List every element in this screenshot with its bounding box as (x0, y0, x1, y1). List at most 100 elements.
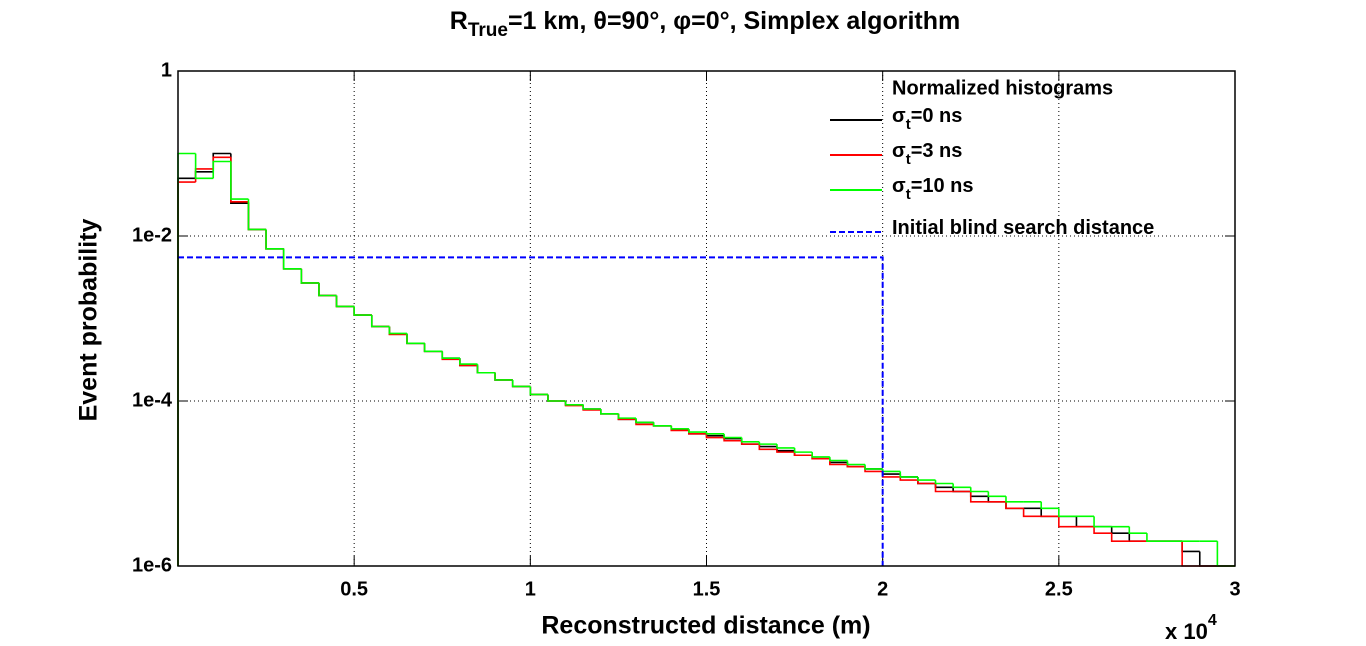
histogram-step (969, 491, 989, 503)
histogram-step (1058, 516, 1077, 528)
histogram-step (1110, 533, 1130, 542)
y-tick-label: 1 (161, 59, 172, 81)
x-tick-label: 1.5 (693, 578, 721, 600)
y-tick-label: 1e-2 (132, 224, 172, 246)
histogram-step (793, 447, 813, 453)
histogram-step (441, 351, 460, 360)
histogram-step (1093, 516, 1112, 528)
histogram-step (1128, 526, 1147, 534)
histogram-step (723, 437, 742, 442)
histogram-step (758, 444, 777, 451)
histogram-step (705, 433, 725, 439)
histogram-step (969, 487, 989, 493)
histogram-step (1022, 508, 1042, 518)
title-rest: =1 km, θ=90°, φ=0°, Simplex algorithm (508, 7, 960, 35)
x-tick-label: 2 (877, 578, 888, 600)
legend-label-part: =3 ns (911, 140, 963, 162)
histogram-step (776, 449, 795, 453)
histogram-step (1040, 501, 1059, 510)
histogram-step (459, 358, 478, 365)
histogram-step (899, 476, 918, 481)
histogram-step (247, 199, 267, 231)
y-axis-label: Event probability (75, 219, 103, 422)
histogram-step (793, 452, 813, 457)
histogram-step (1146, 533, 1165, 542)
histogram-step (723, 433, 742, 439)
x-tick-label: 2.5 (1045, 578, 1073, 600)
histogram-step (917, 480, 936, 485)
legend-label: σt=3 ns (892, 140, 962, 168)
histogram-step (194, 153, 214, 180)
histogram-step (829, 456, 848, 462)
histogram-step (934, 480, 954, 485)
histogram-step (230, 161, 249, 200)
histogram-step (635, 418, 654, 424)
legend-label-part: t (906, 151, 911, 168)
histogram-step (864, 464, 883, 470)
histogram-step (899, 471, 918, 478)
histogram-step (318, 282, 337, 297)
histogram-step (705, 432, 725, 435)
histogram-step (547, 394, 566, 402)
histogram-step (758, 441, 777, 445)
histogram-step (564, 401, 584, 406)
title-main: R (450, 7, 468, 35)
legend-label-part: t (906, 186, 911, 203)
histogram-step (617, 413, 637, 419)
histogram-step (776, 444, 795, 449)
histogram-step (1005, 501, 1024, 510)
histogram-step (670, 425, 689, 430)
histogram-step (952, 483, 971, 489)
histogram-step (282, 248, 302, 270)
legend-label-part: σ (892, 175, 906, 197)
plot-frame (177, 70, 1236, 567)
histogram-step (476, 364, 496, 374)
legend-title: Normalized histograms (892, 77, 1113, 99)
histogram-step (335, 295, 355, 308)
multiplier-exponent: 4 (1208, 612, 1217, 629)
histogram-step (423, 343, 443, 353)
legend-label-part: t (906, 116, 911, 133)
histogram-step (300, 268, 319, 284)
histogram-step (529, 386, 548, 396)
histogram-step (740, 437, 760, 443)
histogram-step (494, 372, 513, 381)
histogram-step (406, 333, 425, 345)
title-sub: True (468, 20, 508, 41)
histogram-step (1093, 526, 1112, 534)
legend-label-part: =0 ns (911, 105, 963, 127)
legend-label-part: σ (892, 105, 906, 127)
histogram-step (917, 476, 936, 481)
x-tick-label: 3 (1229, 578, 1240, 600)
y-tick-label: 1e-4 (132, 389, 173, 411)
chart-title: RTrue=1 km, θ=90°, φ=0°, Simplex algorit… (450, 7, 960, 41)
legend-label-part: =10 ns (911, 175, 974, 197)
reference-line (178, 256, 884, 566)
legend-label-part: Initial blind search distance (892, 217, 1154, 239)
x-tick-label: 1 (525, 578, 536, 600)
histogram-step (934, 483, 954, 493)
histogram-step (370, 315, 390, 328)
histogram-step (811, 452, 830, 458)
histogram-step (353, 306, 372, 316)
multiplier-base: x 10 (1165, 619, 1208, 644)
histogram-step (652, 422, 672, 427)
histogram-step (1058, 508, 1077, 518)
legend-label-part: σ (892, 140, 906, 162)
legend-label: Initial blind search distance (892, 217, 1154, 239)
histogram-step (1005, 496, 1024, 503)
x-multiplier: x 104 (1165, 612, 1217, 644)
legend-label: σt=0 ns (892, 105, 962, 133)
histogram-step (212, 160, 231, 179)
histogram-step (582, 404, 601, 410)
histogram-step (846, 460, 866, 466)
x-tick-label: 0.5 (340, 578, 368, 600)
histogram-step (987, 491, 1006, 498)
histogram-step (688, 428, 707, 433)
histogram-step (388, 326, 408, 335)
histogram-step (600, 408, 619, 415)
x-axis-label: Reconstructed distance (m) (541, 612, 870, 640)
histogram-step (265, 229, 284, 250)
